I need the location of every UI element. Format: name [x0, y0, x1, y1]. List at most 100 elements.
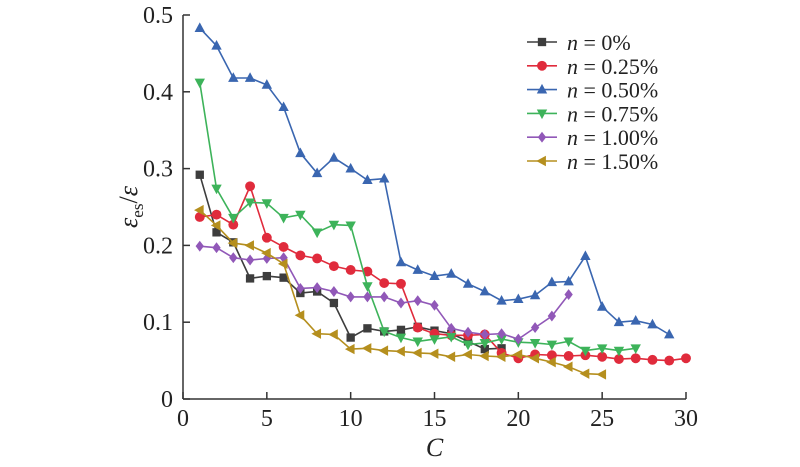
data-point — [261, 232, 272, 243]
data-point — [346, 291, 355, 303]
data-point — [613, 316, 625, 327]
data-point — [462, 349, 472, 360]
data-point — [480, 329, 489, 340]
data-point — [630, 314, 641, 325]
data-point — [546, 356, 556, 368]
legend-item: n = 1.50% — [527, 149, 658, 174]
legend-marker — [536, 83, 548, 94]
data-point — [546, 276, 558, 287]
legend-item: n = 1.00% — [527, 125, 658, 150]
data-point — [194, 78, 205, 89]
x-tick-label: 20 — [506, 406, 530, 432]
data-point — [212, 228, 221, 237]
data-point — [512, 349, 523, 360]
data-point — [430, 299, 439, 311]
data-point — [311, 167, 323, 178]
data-point — [564, 289, 573, 301]
data-point — [262, 271, 271, 281]
data-point — [345, 162, 356, 173]
data-point — [412, 347, 422, 359]
data-point — [428, 348, 439, 359]
x-tick-label: 5 — [261, 406, 273, 432]
data-point — [596, 344, 608, 355]
data-point — [345, 221, 356, 232]
data-point — [681, 353, 691, 364]
data-point — [379, 327, 390, 338]
data-point — [613, 346, 625, 357]
data-point — [379, 172, 390, 183]
series-line — [199, 174, 502, 350]
data-point — [346, 333, 355, 342]
data-point — [412, 322, 423, 333]
data-point — [446, 268, 457, 278]
data-point — [244, 240, 254, 251]
data-point — [294, 310, 305, 321]
data-point — [447, 322, 456, 334]
data-point — [445, 351, 456, 362]
data-point — [312, 253, 323, 264]
data-point — [529, 353, 539, 364]
x-tick-label: 0 — [177, 406, 189, 432]
data-point — [195, 240, 204, 252]
data-point — [244, 198, 256, 209]
data-point — [363, 324, 372, 333]
legend-label: n = 0.50% — [567, 78, 658, 103]
data-point — [261, 199, 273, 209]
y-tick-label: 0.5 — [143, 3, 173, 29]
data-point — [496, 335, 507, 345]
data-point — [462, 340, 474, 351]
y-tick-label: 0.3 — [143, 157, 173, 183]
legend-marker — [536, 109, 548, 120]
data-point — [546, 350, 557, 361]
data-point — [563, 351, 574, 361]
data-point — [596, 301, 608, 311]
data-point — [495, 351, 506, 362]
data-point — [547, 310, 557, 322]
data-point — [227, 237, 238, 249]
data-point — [630, 353, 641, 364]
legend-marker — [537, 131, 547, 143]
data-point — [396, 297, 406, 309]
data-point — [412, 264, 423, 274]
data-point — [363, 291, 372, 303]
data-point — [378, 345, 389, 356]
data-point — [647, 354, 658, 365]
data-point — [295, 250, 306, 261]
data-point — [295, 210, 306, 221]
data-point — [664, 355, 675, 366]
x-tick-label: 10 — [339, 406, 363, 432]
legend-label: n = 1.50% — [567, 149, 658, 174]
data-point — [245, 254, 255, 266]
data-point — [513, 293, 524, 304]
data-point — [529, 339, 541, 349]
data-point — [328, 152, 340, 162]
data-point — [228, 213, 239, 224]
legend: n = 0%n = 0.25%n = 0.50%n = 0.75%n = 1.0… — [527, 30, 658, 174]
data-point — [361, 343, 372, 354]
data-point — [244, 72, 256, 82]
data-point — [245, 181, 256, 192]
data-point — [429, 335, 440, 345]
data-point — [194, 22, 205, 32]
x-tick-label: 25 — [590, 406, 614, 432]
data-point — [412, 337, 423, 348]
data-point — [514, 333, 523, 345]
data-point — [211, 40, 222, 50]
legend-item: n = 0.75% — [527, 101, 658, 126]
data-point — [344, 343, 355, 355]
data-point — [463, 326, 473, 338]
data-point — [211, 209, 222, 220]
series-layer — [194, 22, 691, 380]
y-tick-label: 0.4 — [143, 80, 173, 106]
data-point — [328, 220, 340, 231]
data-point — [579, 368, 590, 379]
data-point — [279, 273, 288, 282]
data-point — [529, 289, 541, 300]
data-point — [311, 328, 322, 339]
legend-label: n = 0.75% — [567, 101, 658, 126]
data-point — [278, 101, 289, 112]
data-point — [229, 252, 238, 264]
data-point — [194, 212, 205, 222]
data-point — [546, 340, 558, 351]
